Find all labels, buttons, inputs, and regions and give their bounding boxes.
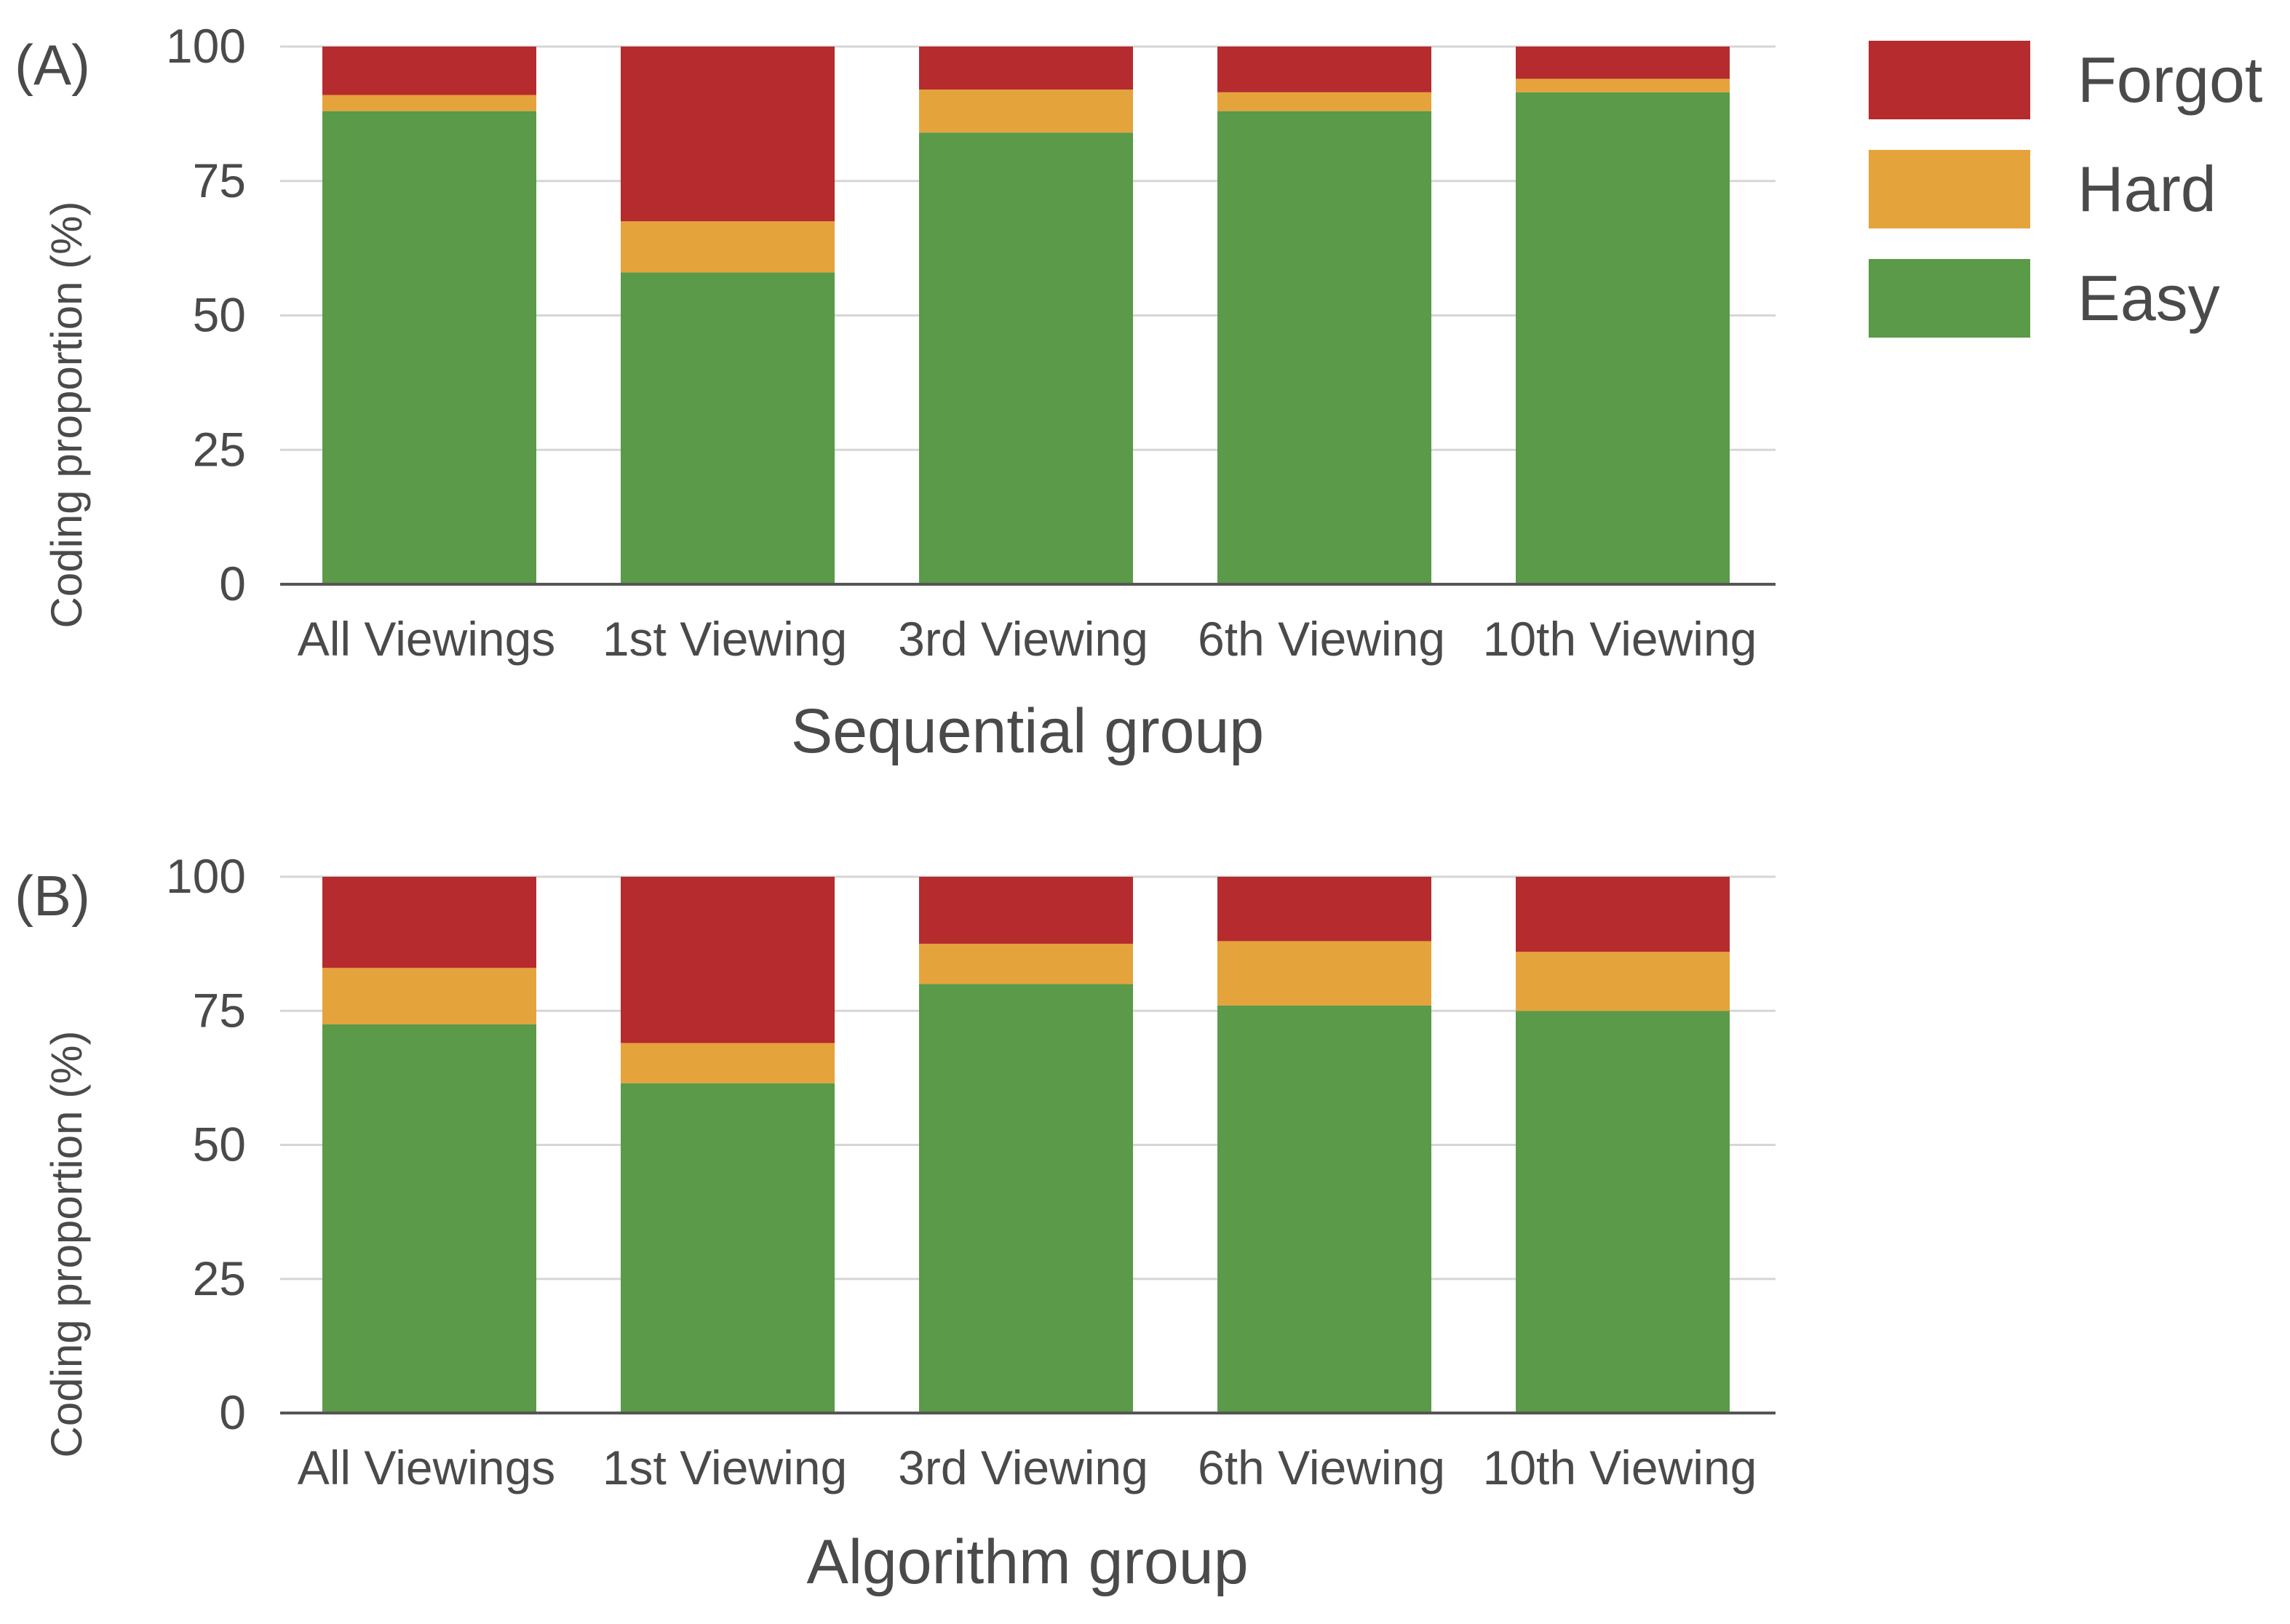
legend-swatch-easy (1869, 259, 2030, 338)
y-tick-label: 0 (219, 557, 246, 610)
bar-easy-3rd-viewing (919, 132, 1133, 585)
x-tick-label: 6th Viewing (1198, 1441, 1445, 1494)
bar-forgot-all-viewings (322, 877, 536, 968)
x-axis-title: Sequential group (791, 696, 1264, 766)
legend-swatch-hard (1869, 150, 2030, 228)
panel-label: (B) (15, 864, 90, 928)
y-tick-label: 75 (193, 983, 246, 1037)
y-axis-title: Coding proportion (%) (42, 1031, 91, 1458)
y-tick-label: 0 (219, 1385, 246, 1439)
legend-swatch-forgot (1869, 41, 2030, 119)
x-tick-label: All Viewings (298, 1441, 556, 1494)
bar-easy-10th-viewing (1516, 92, 1730, 584)
bar-hard-all-viewings (322, 95, 536, 111)
bar-forgot-all-viewings (322, 47, 536, 95)
bar-hard-1st-viewing (621, 221, 835, 273)
y-axis-title: Coding proportion (%) (42, 202, 91, 629)
bar-easy-6th-viewing (1217, 1005, 1431, 1413)
bar-easy-1st-viewing (621, 1083, 835, 1413)
x-tick-label: 6th Viewing (1198, 612, 1445, 666)
bar-hard-10th-viewing (1516, 79, 1730, 92)
x-tick-label: 3rd Viewing (898, 612, 1148, 666)
panel-label: (A) (15, 33, 90, 97)
y-tick-label: 50 (193, 1118, 246, 1171)
y-tick-label: 25 (193, 1251, 246, 1305)
x-tick-label: 1st Viewing (603, 612, 847, 666)
bar-hard-6th-viewing (1217, 941, 1431, 1006)
bar-forgot-1st-viewing (621, 47, 835, 222)
bar-hard-10th-viewing (1516, 952, 1730, 1011)
legend-label-easy: Easy (2078, 262, 2220, 334)
bar-easy-1st-viewing (621, 272, 835, 584)
legend-label-forgot: Forgot (2078, 44, 2262, 116)
bar-forgot-6th-viewing (1217, 47, 1431, 92)
y-tick-label: 100 (166, 849, 246, 903)
bar-easy-all-viewings (322, 1024, 536, 1413)
bar-easy-3rd-viewing (919, 984, 1133, 1413)
x-tick-label: All Viewings (298, 612, 556, 666)
y-tick-label: 25 (193, 422, 246, 476)
bar-easy-all-viewings (322, 111, 536, 584)
x-tick-label: 10th Viewing (1483, 1441, 1757, 1494)
panel-a: 0 25 50 75 100 All Viewings 1st Viewing 3rd Vie… (15, 19, 1776, 766)
bar-forgot-10th-viewing (1516, 47, 1730, 79)
bar-forgot-3rd-viewing (919, 47, 1133, 90)
bar-hard-3rd-viewing (919, 89, 1133, 133)
bar-hard-6th-viewing (1217, 92, 1431, 111)
bar-forgot-6th-viewing (1217, 877, 1431, 942)
legend-label-hard: Hard (2078, 153, 2217, 225)
x-tick-label: 10th Viewing (1483, 612, 1757, 666)
bar-forgot-3rd-viewing (919, 877, 1133, 944)
x-tick-label: 3rd Viewing (898, 1441, 1148, 1494)
x-axis-title: Algorithm group (806, 1527, 1248, 1597)
legend: Forgot Hard Easy (1869, 41, 2262, 338)
bar-hard-3rd-viewing (919, 944, 1133, 984)
panel-b: 0 25 50 75 100 All Viewings 1st Viewing 3rd Vie… (15, 849, 1776, 1597)
x-tick-label: 1st Viewing (603, 1441, 847, 1494)
y-tick-label: 50 (193, 288, 246, 342)
bar-easy-10th-viewing (1516, 1011, 1730, 1413)
y-tick-label: 100 (166, 19, 246, 73)
bar-hard-all-viewings (322, 968, 536, 1024)
bar-forgot-1st-viewing (621, 877, 835, 1043)
bar-forgot-10th-viewing (1516, 877, 1730, 952)
bar-hard-1st-viewing (621, 1043, 835, 1083)
y-tick-label: 75 (193, 154, 246, 207)
bar-easy-6th-viewing (1217, 111, 1431, 584)
